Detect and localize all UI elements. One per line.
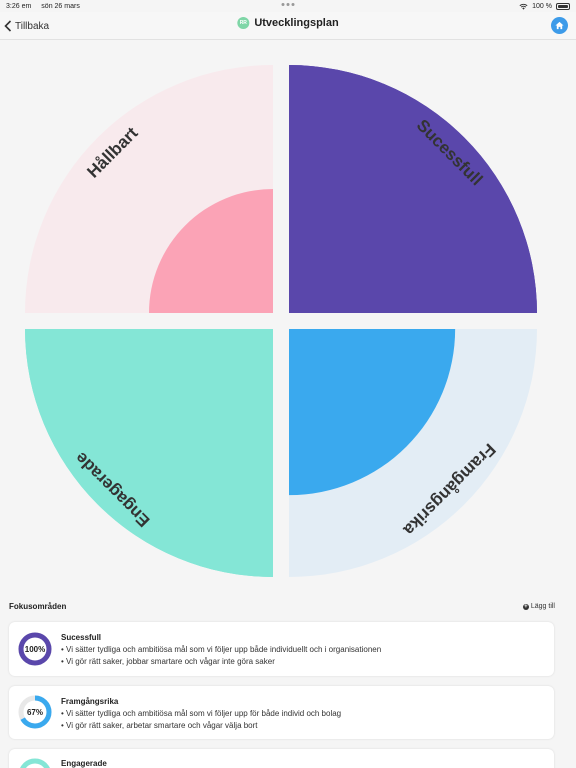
ring-fill [18, 758, 52, 768]
bullet-item: • Vi gör rätt saker, jobbar smartare och… [61, 657, 275, 666]
home-icon [555, 21, 564, 30]
battery-icon [556, 2, 570, 10]
card-title: Engagerade [61, 759, 107, 768]
card-title: Sucessfull [61, 633, 102, 642]
add-focus-button[interactable]: + Lägg till [522, 603, 555, 610]
back-label: Tillbaka [15, 20, 50, 32]
progress-ring [18, 695, 52, 729]
section-title: Fokusområden [9, 602, 67, 611]
ring-fill [18, 632, 52, 666]
progress-ring [18, 632, 52, 666]
home-button[interactable] [551, 17, 568, 34]
page-title-group: RR Utvecklingsplan [237, 17, 339, 29]
chart-segment-2[interactable] [25, 329, 273, 577]
focus-areas-header: Fokusområden + Lägg till [9, 602, 555, 611]
card-bullets: • Vi sätter tydliga och ambitiösa mål so… [61, 644, 381, 668]
multitask-dots-icon[interactable] [281, 3, 295, 6]
status-time: 3:26 em [6, 2, 32, 10]
wifi-icon [519, 3, 528, 10]
battery-percent: 100 % [532, 2, 552, 10]
chart-segment-3[interactable] [149, 189, 273, 313]
add-label: Lägg till [530, 603, 555, 610]
status-date: sön 26 mars [41, 2, 80, 10]
chart-segment-0[interactable] [289, 65, 537, 313]
avatar: RR [237, 17, 250, 29]
page-title: Utvecklingsplan [254, 17, 339, 29]
back-button[interactable]: Tillbaka [4, 17, 49, 35]
card-title: Framgångsrika [61, 697, 119, 706]
navigation-bar: Tillbaka RR Utvecklingsplan [0, 12, 576, 40]
focus-card-engagerade[interactable]: Engagerade [9, 749, 554, 768]
ring-fill [18, 695, 52, 729]
development-plan-chart: SucessfullFramgångsrikaEngageradeHållbar… [25, 65, 537, 577]
progress-ring [18, 758, 52, 768]
plus-icon: + [522, 603, 529, 610]
chevron-left-icon [4, 20, 12, 32]
progress-label: 67% [26, 707, 43, 717]
bullet-item: • Vi gör rätt saker, arbetar smartare oc… [61, 721, 258, 730]
progress-label: 100% [24, 644, 46, 654]
focus-card-framgangsrika[interactable]: 67% Framgångsrika • Vi sätter tydliga oc… [9, 686, 554, 739]
bullet-item: • Vi sätter tydliga och ambitiösa mål so… [61, 645, 382, 654]
chart-segment-1[interactable] [289, 329, 456, 496]
focus-card-sucessfull[interactable]: 100% Sucessfull • Vi sätter tydliga och … [9, 622, 554, 676]
bullet-item: • Vi sätter tydliga och ambitiösa mål so… [61, 709, 342, 718]
card-bullets: • Vi sätter tydliga och ambitiösa mål so… [61, 708, 341, 732]
status-bar: 3:26 em sön 26 mars 100 % [0, 0, 576, 12]
